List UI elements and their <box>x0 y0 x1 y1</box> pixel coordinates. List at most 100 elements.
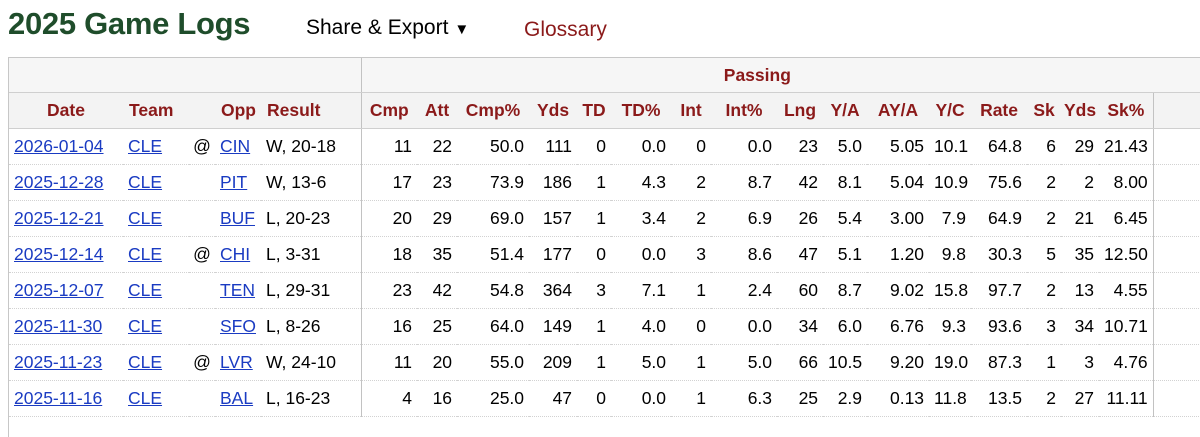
opp-link[interactable]: LVR <box>220 352 253 372</box>
cell-int-pct: 5.0 <box>711 344 778 381</box>
cell-cmp: 17 <box>361 164 418 201</box>
cell-td-pct: 5.0 <box>611 344 672 381</box>
opp-link[interactable]: CIN <box>220 136 251 156</box>
cell-opp: BUF <box>215 200 261 237</box>
opp-link[interactable]: CHI <box>220 244 251 264</box>
glossary-link[interactable]: Glossary <box>524 18 607 41</box>
cell-rate: 87.3 <box>971 344 1028 381</box>
col-header-sk[interactable]: Sk <box>1027 92 1062 129</box>
opp-link[interactable]: PIT <box>220 172 248 192</box>
col-header-sk-pct[interactable]: Sk% <box>1099 92 1154 129</box>
col-header-int[interactable]: Int <box>671 92 712 129</box>
cell-int-pct: 0.0 <box>711 308 778 345</box>
col-header-opp[interactable]: Opp <box>215 92 261 129</box>
date-link[interactable]: 2025-12-14 <box>14 244 104 264</box>
cell-yds: 177 <box>529 236 578 273</box>
cell-lng: 26 <box>777 200 824 237</box>
cell-team: CLE <box>123 308 189 345</box>
team-link[interactable]: CLE <box>128 172 163 192</box>
cell-opp: CHI <box>215 236 261 273</box>
cell-sk-pct: 4.55 <box>1099 272 1154 309</box>
col-header-lng[interactable]: Lng <box>777 92 824 129</box>
cell-sk-pct: 10.71 <box>1099 308 1154 345</box>
team-link[interactable]: CLE <box>128 280 163 300</box>
col-header-ya[interactable]: Y/A <box>823 92 868 129</box>
col-header-yds[interactable]: Yds <box>529 92 578 129</box>
col-header-td[interactable]: TD <box>577 92 612 129</box>
cell-td-pct: 0.0 <box>611 128 672 165</box>
col-header-date[interactable]: Date <box>9 92 123 129</box>
cell-sk: 2 <box>1027 200 1062 237</box>
col-header-location[interactable] <box>189 92 215 129</box>
cell-td: 1 <box>577 164 612 201</box>
col-header-td-pct[interactable]: TD% <box>611 92 672 129</box>
cell-cmp-pct: 73.9 <box>457 164 530 201</box>
date-link[interactable]: 2025-11-23 <box>14 352 103 372</box>
opp-link[interactable]: SFO <box>220 316 256 336</box>
cell-team: CLE <box>123 344 189 381</box>
col-header-yc[interactable]: Y/C <box>929 92 972 129</box>
header-group-row: Passing <box>9 58 1200 93</box>
cell-aya: 6.76 <box>867 308 930 345</box>
col-header-result[interactable]: Result <box>261 92 362 129</box>
cell-sk-pct: 8.00 <box>1099 164 1154 201</box>
opp-link[interactable]: BAL <box>220 388 254 408</box>
header-bar: 2025 Game Logs Share & Export ▼ Glossary <box>0 0 1200 58</box>
col-header-att[interactable]: Att <box>417 92 458 129</box>
opp-link[interactable]: TEN <box>220 280 255 300</box>
cell-int-pct: 2.4 <box>711 272 778 309</box>
cell-date: 2025-12-28 <box>9 164 123 201</box>
date-link[interactable]: 2025-12-07 <box>14 280 104 300</box>
col-header-aya[interactable]: AY/A <box>867 92 930 129</box>
col-header-cmp-pct[interactable]: Cmp% <box>457 92 530 129</box>
cell-ya: 2.9 <box>823 380 868 417</box>
share-export-button[interactable]: Share & Export ▼ <box>306 16 469 40</box>
cell-int-pct: 6.3 <box>711 380 778 417</box>
cell-sk: 2 <box>1027 380 1062 417</box>
cell-result: L, 8-26 <box>261 308 362 345</box>
team-link[interactable]: CLE <box>128 136 163 156</box>
cell-td-pct: 3.4 <box>611 200 672 237</box>
team-link[interactable]: CLE <box>128 388 163 408</box>
cell-date: 2025-12-14 <box>9 236 123 273</box>
cell-yds: 149 <box>529 308 578 345</box>
cell-aya: 0.13 <box>867 380 930 417</box>
date-link[interactable]: 2025-11-16 <box>14 388 103 408</box>
cell-yds: 186 <box>529 164 578 201</box>
opp-link[interactable]: BUF <box>220 208 255 228</box>
cell-td: 1 <box>577 308 612 345</box>
cell-att: 35 <box>417 236 458 273</box>
col-header-sack-yds[interactable]: Yds <box>1061 92 1100 129</box>
date-link[interactable]: 2026-01-04 <box>14 136 104 156</box>
col-header-rate[interactable]: Rate <box>971 92 1028 129</box>
date-link[interactable]: 2025-12-21 <box>14 208 104 228</box>
cell-cmp-pct: 50.0 <box>457 128 530 165</box>
caret-down-icon: ▼ <box>454 21 470 38</box>
table-row: 2026-01-04 CLE @ CIN W, 20-18 11 22 50.0 111 0 0.0… <box>9 128 1200 165</box>
cell-rate: 64.8 <box>971 128 1028 165</box>
cell-sk-pct: 12.50 <box>1099 236 1154 273</box>
col-header-int-pct[interactable]: Int% <box>711 92 778 129</box>
col-header-team[interactable]: Team <box>123 92 189 129</box>
cell-lng: 42 <box>777 164 824 201</box>
col-header-cmp[interactable]: Cmp <box>361 92 418 129</box>
cell-result: W, 24-10 <box>261 344 362 381</box>
team-link[interactable]: CLE <box>128 208 163 228</box>
game-log-table-container[interactable]: Passing Date Team Opp Result Cmp Att Cmp… <box>8 57 1200 437</box>
cell-team: CLE <box>123 200 189 237</box>
team-link[interactable]: CLE <box>128 316 163 336</box>
cell-sack-yds: 3 <box>1061 344 1100 381</box>
date-link[interactable]: 2025-11-30 <box>14 316 103 336</box>
cell-att: 23 <box>417 164 458 201</box>
date-link[interactable]: 2025-12-28 <box>14 172 104 192</box>
cell-overflow <box>1153 380 1200 417</box>
cell-aya: 9.20 <box>867 344 930 381</box>
cell-result: W, 20-18 <box>261 128 362 165</box>
team-link[interactable]: CLE <box>128 244 163 264</box>
team-link[interactable]: CLE <box>128 352 163 372</box>
header-row: Date Team Opp Result Cmp Att Cmp% Yds TD… <box>9 92 1200 129</box>
cell-ya: 5.0 <box>823 128 868 165</box>
cell-rate: 97.7 <box>971 272 1028 309</box>
cell-cmp: 18 <box>361 236 418 273</box>
cell-overflow <box>1153 128 1200 165</box>
